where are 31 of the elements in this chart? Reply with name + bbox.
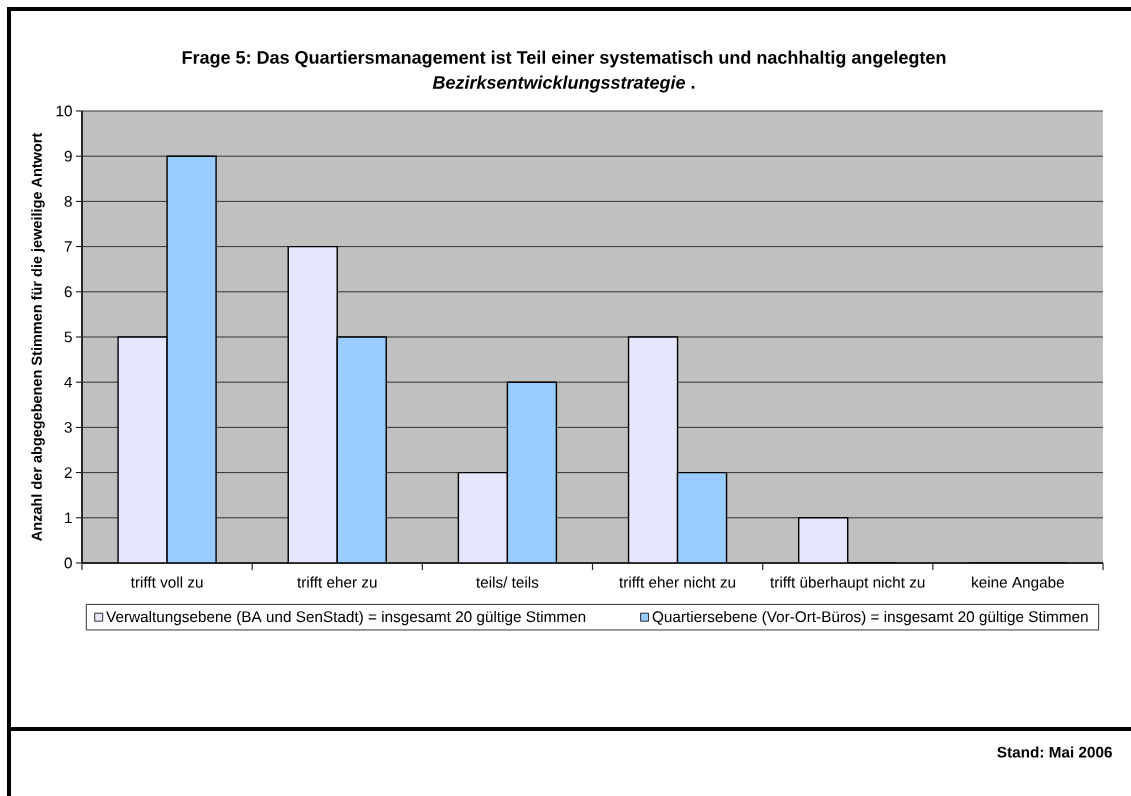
bar [336, 336, 387, 563]
x-tick-label: teils/ teils [476, 576, 539, 588]
y-tick-label: 7 [64, 241, 72, 252]
text: Stand: Mai 2006 [997, 746, 1112, 758]
x-tick-label: trifft überhaupt nicht zu [770, 576, 925, 591]
y-tick-label: 9 [64, 150, 72, 162]
y-tick-label: 10 [56, 105, 72, 117]
y-axis-title: Anzahl der abgegebenen Stimmen für die jeweilige Antwort [31, 132, 45, 541]
x-tick-label: trifft voll zu [130, 576, 203, 588]
x-tick-label: trifft eher zu [297, 576, 377, 588]
bar [798, 517, 849, 563]
y-tick-label: 1 [65, 512, 72, 524]
y-tick-label: 2 [64, 467, 72, 478]
y-tick-label: 0 [64, 557, 72, 569]
bar [166, 155, 217, 563]
chart-title: Frage 5: Das Quartiersmanagement ist Teil einer systematisch und nachhaltig angelegten Bezirksentwicklungsstrategie . [182, 50, 946, 93]
bar [676, 471, 728, 563]
legend-label: Quartiersebene (Vor-Ort-Büros) = insgesamt 20 gültige Stimmen [652, 610, 1088, 626]
legend-label: Verwaltungsebene (BA und SenStadt) = insgesamt 20 gültige Stimmen [106, 610, 586, 626]
bar [117, 336, 168, 563]
y-tick-label: 5 [64, 331, 72, 343]
x-tick-label: trifft eher nicht zu [619, 576, 736, 588]
bar [627, 336, 679, 563]
bar [287, 245, 338, 563]
bar [457, 471, 509, 563]
y-tick-label: 3 [64, 421, 72, 433]
x-tick-label: keine Angabe [972, 576, 1064, 591]
y-tick-label: 8 [64, 195, 72, 207]
y-tick-label: 6 [64, 286, 72, 298]
y-tick-label: 4 [64, 376, 73, 388]
bar [506, 381, 558, 563]
